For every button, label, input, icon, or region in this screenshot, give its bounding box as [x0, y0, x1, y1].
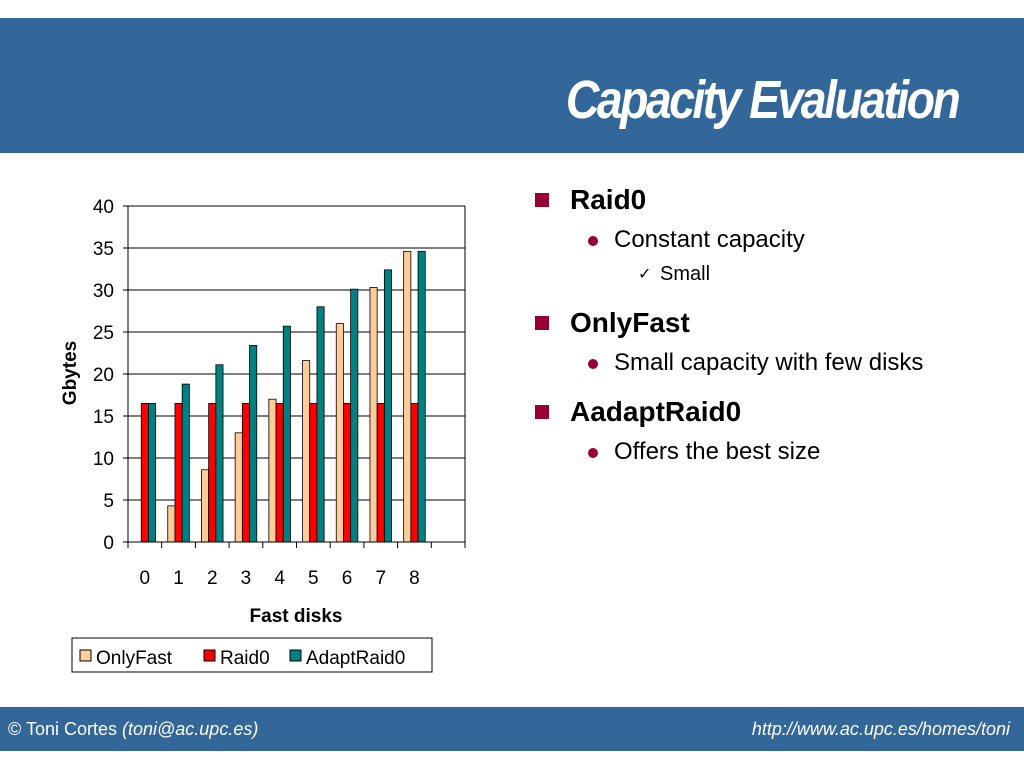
round-bullet-icon	[588, 448, 598, 458]
bar-raid0-2	[208, 402, 217, 543]
bullet-raid0: Raid0	[532, 180, 1002, 220]
bar-raid0-7	[376, 402, 385, 543]
bullet-raid0-label: Raid0	[570, 184, 647, 215]
bar-onlyfast-5	[302, 360, 311, 543]
bar-adaptraid0-5	[316, 306, 325, 543]
y-tick-label-20: 20	[93, 365, 114, 386]
round-bullet-icon	[588, 236, 598, 246]
y-tick-label-40: 40	[93, 197, 114, 218]
subbullet-constant-capacity: Constant capacity	[532, 226, 1002, 253]
bar-onlyfast-1	[167, 505, 176, 543]
square-bullet-icon	[535, 316, 549, 330]
footer-band: © Toni Cortes (toni@ac.upc.es) http://ww…	[0, 707, 1024, 751]
footer-url: http://www.ac.upc.es/homes/toni	[751, 719, 1010, 739]
x-tick-label-3: 3	[241, 568, 252, 589]
slide-title: Capacity Evaluation	[565, 70, 961, 130]
subbullet-best-size-text: Offers the best size	[614, 438, 821, 465]
legend-label-adaptraid0: AdaptRaid0	[306, 648, 405, 669]
bullet-onlyfast-label: OnlyFast	[570, 307, 690, 338]
subsubbullet-small-text: Small	[660, 263, 711, 285]
subbullet-small-capacity: Small capacity with few disks	[532, 349, 1002, 376]
x-tick-label-1: 1	[173, 568, 184, 589]
square-bullet-icon	[535, 193, 549, 207]
bar-onlyfast-6	[335, 323, 344, 543]
round-bullet-icon	[588, 359, 598, 369]
bar-adaptraid0-2	[215, 364, 224, 543]
bar-adaptraid0-0	[148, 402, 157, 543]
bar-raid0-3	[241, 402, 250, 543]
chart-axes: 0 5 10 15 20 25 30 35 40 0 1 2 3 4 5 6 7 8	[93, 197, 466, 589]
y-tick-label-35: 35	[93, 239, 114, 260]
y-axis-title: Gbytes	[60, 341, 81, 405]
x-tick-label-5: 5	[308, 568, 319, 589]
bar-raid0-6	[343, 402, 352, 543]
bar-adaptraid0-3	[249, 345, 258, 543]
bar-raid0-8	[410, 402, 419, 543]
subbullet-small-capacity-text: Small capacity with few disks	[614, 349, 924, 376]
bullet-onlyfast: OnlyFast	[532, 303, 1002, 343]
x-tick-label-4: 4	[274, 568, 285, 589]
chart-bars	[140, 250, 426, 543]
bar-adaptraid0-8	[417, 250, 426, 543]
legend-label-onlyfast: OnlyFast	[96, 648, 173, 669]
bar-raid0-1	[174, 402, 183, 543]
bar-adaptraid0-1	[181, 383, 190, 543]
y-tick-label-10: 10	[93, 449, 114, 470]
footer-author-name: © Toni Cortes	[8, 719, 117, 739]
y-tick-label-5: 5	[103, 491, 114, 512]
y-tick-label-30: 30	[93, 281, 114, 302]
bar-adaptraid0-4	[282, 325, 291, 543]
x-axis-title: Fast disks	[250, 606, 343, 627]
bar-onlyfast-3	[234, 432, 243, 543]
x-tick-label-7: 7	[375, 568, 386, 589]
x-tick-label-6: 6	[342, 568, 353, 589]
bar-adaptraid0-6	[350, 288, 359, 543]
legend-swatch-raid0	[203, 649, 216, 662]
bar-onlyfast-4	[268, 398, 277, 543]
x-tick-label-2: 2	[207, 568, 218, 589]
bullet-aadaptraid0: AadaptRaid0	[532, 392, 1002, 432]
x-tick-label-0: 0	[140, 568, 151, 589]
checkmark-icon: ✓	[638, 264, 652, 283]
square-bullet-icon	[535, 405, 549, 419]
header-band: Capacity Evaluation	[0, 18, 1024, 153]
bar-onlyfast-7	[369, 287, 378, 543]
footer-email: (toni@ac.upc.es)	[122, 719, 259, 739]
y-tick-label-15: 15	[93, 407, 114, 428]
legend-box	[71, 637, 433, 673]
bar-raid0-5	[309, 402, 318, 543]
bullet-aadaptraid0-label: AadaptRaid0	[570, 396, 742, 427]
capacity-chart: 0 5 10 15 20 25 30 35 40 0 1 2 3 4 5 6 7 8 Fast disks Gby…	[60, 197, 466, 673]
y-tick-label-25: 25	[93, 323, 114, 344]
y-tick-label-0: 0	[103, 533, 114, 554]
bar-adaptraid0-7	[383, 269, 392, 543]
subbullet-constant-capacity-text: Constant capacity	[614, 226, 805, 253]
bar-raid0-4	[275, 402, 284, 543]
bar-onlyfast-8	[403, 250, 412, 543]
x-tick-label-8: 8	[409, 568, 420, 589]
legend-label-raid0: Raid0	[220, 648, 270, 669]
bar-onlyfast-2	[201, 469, 210, 543]
bar-raid0-0	[140, 402, 149, 543]
legend-swatch-onlyfast	[79, 649, 92, 662]
legend-swatch-adaptraid0	[289, 649, 302, 662]
subbullet-best-size: Offers the best size	[532, 438, 1002, 465]
footer-author: © Toni Cortes (toni@ac.upc.es)	[8, 719, 258, 740]
subsubbullet-small: ✓ Small	[532, 261, 1002, 287]
chart-legend: OnlyFast Raid0 AdaptRaid0	[71, 637, 433, 673]
bullet-list: Raid0 Constant capacity ✓ Small OnlyFast…	[532, 180, 1002, 465]
